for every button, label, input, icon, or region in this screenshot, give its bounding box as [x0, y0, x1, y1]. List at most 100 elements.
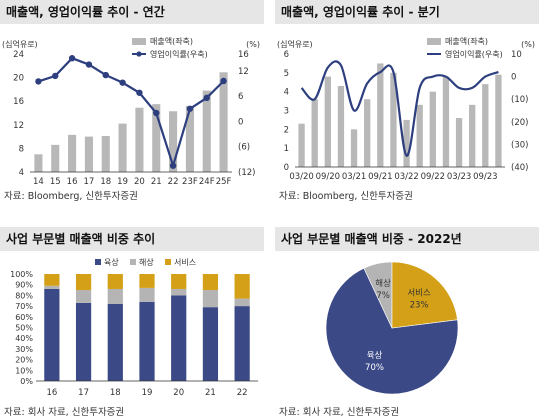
segment-bar-1: [202, 290, 219, 308]
chart-quarterly: (십억유로) (%) 0 1 2 3 4 5 6 (40) (30) (20) (10) 0 10 03/20…: [277, 36, 535, 182]
x-tick-label: 03/20: [289, 172, 314, 182]
source-segment-2022: 자료: 회사 자료, 신한투자증권: [279, 407, 400, 418]
y-tick-label: 30%: [15, 345, 33, 354]
left-tick-label: 16: [13, 97, 24, 107]
x-tick-label: 24F: [199, 177, 215, 187]
panel-segment-trend: 사업 부문별 매출액 비중 추이 0% 10% 20% 30% 40% 50% 60% 70%…: [0, 227, 264, 418]
revenue-bar: [311, 99, 318, 167]
margin-line: [38, 56, 225, 170]
x-tick-label: 17: [84, 177, 95, 187]
revenue-bar: [482, 84, 489, 167]
revenue-bar: [337, 86, 345, 167]
right-tick-label: 6: [238, 92, 243, 102]
revenue-bar: [101, 136, 110, 172]
segment-bar-0: [75, 302, 92, 381]
left-tick-label: 6: [284, 50, 289, 60]
pie-slice-0: [325, 267, 459, 395]
segment-bar-1: [234, 298, 250, 307]
revenue-bar: [469, 104, 476, 167]
segment-bar-0: [171, 295, 187, 381]
x-tick-label: 22: [237, 388, 248, 398]
segment-bar-1: [75, 290, 92, 303]
margin-line: [300, 60, 499, 157]
segment-bar-0: [234, 306, 250, 381]
right-tick-label: (10): [511, 95, 528, 105]
margin-point: [35, 78, 42, 85]
left-tick-label: 20: [13, 74, 24, 84]
pie-slice-label: 70%: [365, 363, 384, 373]
margin-point: [68, 55, 76, 62]
revenue-bar: [34, 154, 43, 172]
chart-segment-2022: 육상 70% 해상 7% 서비스 23%: [325, 261, 459, 395]
legend-swatch-revenue: [427, 38, 441, 45]
x-tick-label: 16: [67, 177, 78, 187]
x-tick-label: 03/23: [447, 172, 472, 182]
x-tick-label: 19: [117, 177, 128, 187]
margin-point: [220, 77, 227, 85]
panel-quarterly: 매출액, 영업이익률 추이 - 분기 (십억유로) (%) 0 1 2 3 4 5 6 (40)(…: [275, 0, 539, 205]
revenue-bar: [185, 105, 194, 172]
margin-point: [169, 162, 177, 169]
x-tick-label: 09/22: [421, 172, 446, 182]
source-annual: 자료: Bloomberg, 신한투자증권: [4, 191, 138, 202]
margin-point: [186, 105, 194, 112]
legend-label-1: 해상: [139, 257, 154, 267]
x-tick-label: 19: [142, 388, 153, 398]
x-tick-label: 25F: [216, 177, 232, 187]
segment-bar-2: [139, 274, 155, 288]
revenue-bar: [350, 129, 358, 167]
panel-segment-2022: 사업 부문별 매출액 비중 - 2022년 육상 70% 해상 7% 서비스 23% 자료…: [275, 227, 539, 418]
x-tick-label: 20: [134, 177, 145, 187]
segment-bar-2: [202, 274, 219, 291]
revenue-bar: [455, 118, 463, 167]
margin-point: [136, 89, 143, 96]
y-tick-label: 50%: [15, 324, 33, 333]
segment-bar-0: [107, 303, 123, 381]
right-tick-label: (30): [511, 140, 528, 150]
panel-title-segment-2022: 사업 부문별 매출액 비중 - 2022년: [275, 227, 539, 251]
x-tick-label: 18: [100, 177, 111, 187]
revenue-bar: [118, 123, 127, 172]
segment-bar-2: [44, 274, 60, 286]
x-tick-label: 21: [205, 388, 216, 398]
y-tick-label: 0%: [20, 377, 33, 386]
left-axis-unit: (십억유로): [277, 39, 313, 49]
x-tick-label: 03/21: [342, 172, 367, 182]
segment-bar-2: [107, 274, 123, 289]
margin-point: [102, 71, 109, 79]
x-tick-label: 23F: [182, 177, 198, 187]
left-tick-label: 1: [284, 144, 289, 154]
left-tick-label: 4: [19, 168, 24, 178]
panel-title-annual: 매출액, 영업이익률 추이 - 연간: [0, 0, 264, 24]
y-tick-label: 20%: [15, 356, 33, 365]
segment-bar-2: [75, 274, 92, 291]
x-tick-label: 16: [46, 388, 57, 398]
segment-bar-1: [139, 287, 155, 302]
margin-point: [119, 79, 126, 86]
revenue-bar: [68, 134, 77, 172]
revenue-bar: [84, 136, 93, 172]
right-tick-label: (40): [511, 163, 528, 173]
pie-slice-name: 해상: [375, 278, 391, 289]
pie-slice-label: 7%: [376, 291, 390, 301]
left-tick-label: 12: [13, 121, 24, 131]
right-tick-label: 12: [238, 67, 249, 77]
source-segment-trend: 자료: 회사 자료, 신한투자증권: [4, 407, 125, 418]
segment-bar-2: [234, 274, 250, 299]
pie-slice-name: 서비스: [407, 288, 431, 298]
revenue-bar: [51, 144, 60, 172]
revenue-bar: [152, 104, 161, 172]
right-tick-label: (12): [238, 168, 255, 178]
left-tick-label: 0: [284, 163, 289, 173]
revenue-bar: [442, 76, 450, 167]
right-axis-unit: (%): [246, 40, 260, 49]
legend-label-revenue: 매출액(좌축): [445, 36, 488, 46]
panel-title-segment-trend: 사업 부문별 매출액 비중 추이: [0, 227, 264, 251]
segment-bar-0: [139, 301, 155, 381]
y-tick-label: 80%: [15, 291, 33, 300]
x-tick-label: 09/23: [473, 172, 498, 182]
source-quarterly: 자료: Bloomberg, 신한투자증권: [279, 191, 413, 202]
segment-bar-0: [202, 307, 219, 381]
left-tick-label: 4: [284, 88, 289, 98]
legend-label-0: 육상: [104, 257, 119, 267]
